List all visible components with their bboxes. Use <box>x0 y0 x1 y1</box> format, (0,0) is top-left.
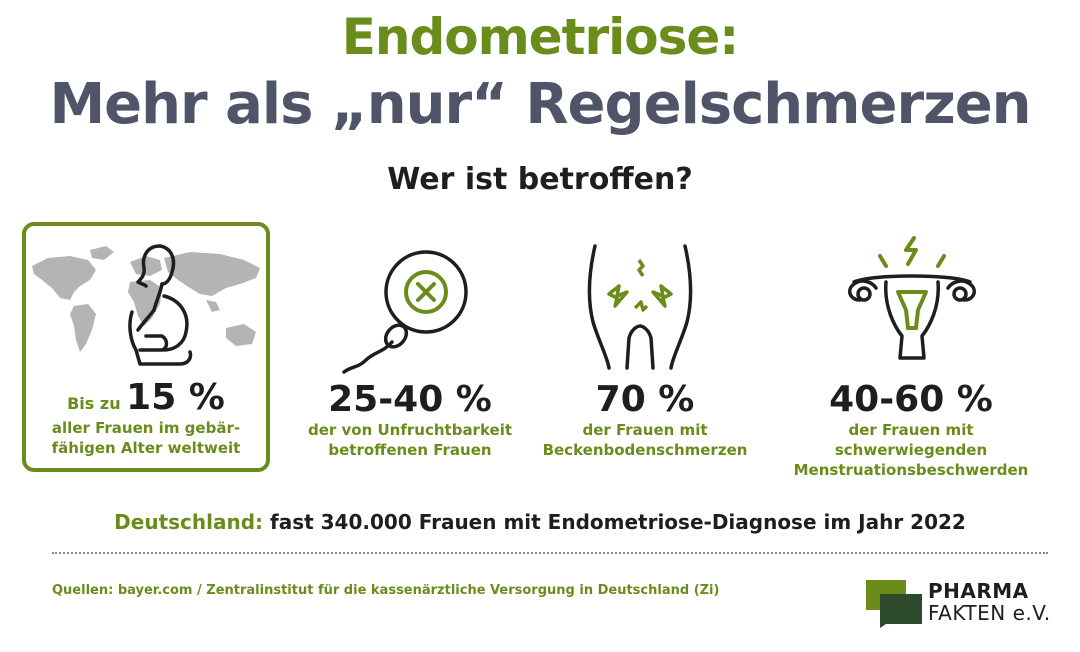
title-line-2: Mehr als „nur“ Regelschmerzen <box>49 72 1031 137</box>
stat-2: 25-40 % der von Unfruchtbarkeit betroffe… <box>290 380 530 460</box>
germany-text: fast 340.000 Frauen mit Endometriose-Dia… <box>270 510 966 534</box>
germany-label: Deutschland: <box>114 510 264 534</box>
sperm-egg-blocked-icon <box>342 250 468 374</box>
stat-3-line2: Beckenbodenschmerzen <box>542 441 748 459</box>
stat-4-line1: der Frauen mit schwerwiegenden <box>834 421 988 459</box>
stat-4-line2: Menstruationsbeschwerden <box>793 461 1029 479</box>
stat-2-value: 25-40 % <box>328 379 492 420</box>
germany-summary: Deutschland: fast 340.000 Frauen mit End… <box>0 510 1080 534</box>
stat-4: 40-60 % der Frauen mit schwerwiegenden M… <box>770 380 1052 480</box>
stat-2-line1: der von Unfruchtbarkeit <box>307 421 513 439</box>
pregnant-woman-world-map-icon <box>32 244 260 366</box>
stat-4-value: 40-60 % <box>829 379 993 420</box>
dotted-divider <box>52 552 1048 554</box>
title-line-1: Endometriose: <box>341 8 740 66</box>
pelvic-pain-icon <box>587 244 693 370</box>
logo-line1: PHARMA <box>928 579 1029 603</box>
subtitle: Wer ist betroffen? <box>387 162 693 197</box>
stat-1-prefix: Bis zu <box>67 394 121 413</box>
stat-1-line2: fähigen Alter weltweit <box>51 439 241 457</box>
stat-3-value: 70 % <box>595 379 695 420</box>
pharma-fakten-logo-icon <box>866 580 922 628</box>
uterus-pain-icon <box>848 236 976 360</box>
highlight-card <box>22 222 270 472</box>
stat-3-line1: der Frauen mit <box>582 421 708 439</box>
sources-text: Quellen: bayer.com / Zentralinstitut für… <box>52 583 720 598</box>
stat-1-value: 15 % <box>126 377 225 418</box>
stat-1-line1: aller Frauen im gebär- <box>51 419 241 437</box>
stat-1: Bis zu 15 % aller Frauen im gebär- fähig… <box>22 378 270 458</box>
logo-line2: FAKTEN e.V. <box>928 601 1051 625</box>
stat-3: 70 % der Frauen mit Beckenbodenschmerzen <box>530 380 760 460</box>
logo-text: PHARMA FAKTEN e.V. <box>928 580 1051 624</box>
stat-2-line2: betroffenen Frauen <box>328 441 492 459</box>
